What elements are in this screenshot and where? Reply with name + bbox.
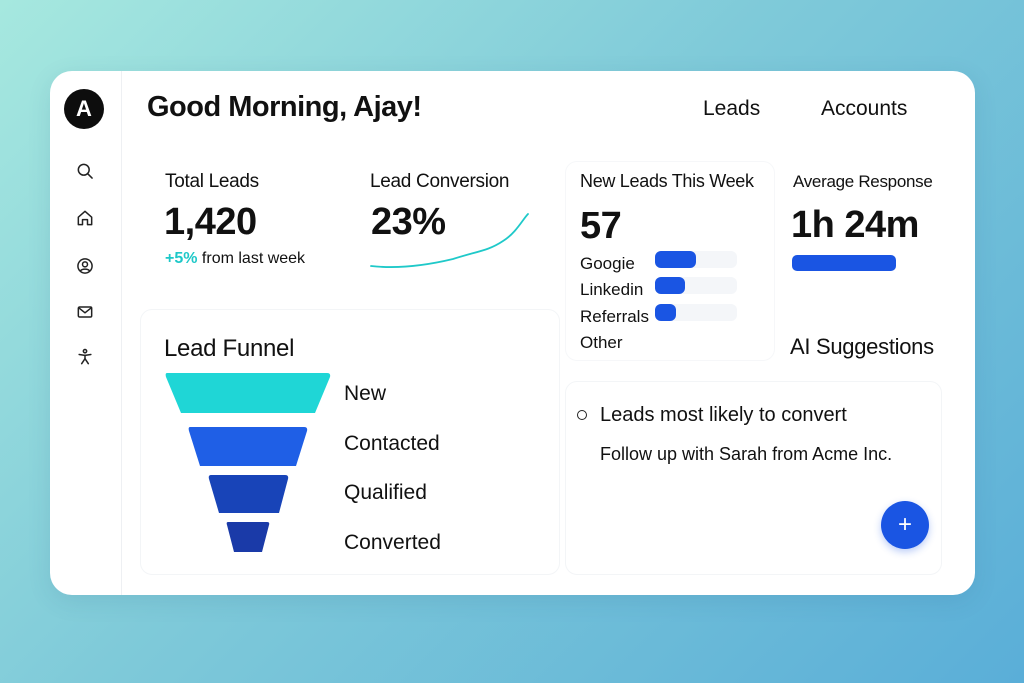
- lead-funnel-title: Lead Funnel: [164, 335, 295, 362]
- ai-suggestions-title: AI Suggestions: [790, 334, 934, 359]
- funnel-label-new: New: [344, 382, 387, 405]
- funnel-label-qualified: Qualified: [344, 481, 427, 504]
- avatar[interactable]: A: [64, 89, 104, 129]
- lead-conversion-label: Lead Conversion: [370, 171, 510, 192]
- sidebar: A: [50, 71, 122, 595]
- source-label-other: Other: [580, 333, 623, 352]
- search-icon[interactable]: [74, 160, 96, 182]
- lead-conversion-value: 23%: [371, 201, 446, 243]
- total-leads-delta-suffix: from last week: [197, 250, 306, 267]
- average-response-bar: [792, 255, 896, 271]
- source-bar-fill-googie: [655, 251, 696, 268]
- average-response-value: 1h 24m: [791, 204, 919, 246]
- funnel-label-converted: Converted: [344, 531, 441, 554]
- add-button[interactable]: +: [881, 501, 929, 549]
- total-leads-trend: +5% from last week: [165, 250, 305, 268]
- funnel-stage-qualified: [208, 475, 289, 513]
- new-leads-value: 57: [580, 205, 622, 247]
- source-bar-linkedin: [655, 277, 737, 294]
- funnel-stage-converted: [226, 522, 270, 552]
- funnel-graphic: [165, 373, 331, 552]
- total-leads-label: Total Leads: [165, 171, 259, 192]
- source-label-googie: Googie: [580, 254, 635, 273]
- source-bar-googie: [655, 251, 737, 268]
- total-leads-delta: +5%: [165, 250, 198, 267]
- page-title: Good Morning, Ajay!: [147, 91, 422, 123]
- suggestion-bullet: [577, 410, 587, 420]
- new-leads-label: New Leads This Week: [580, 171, 754, 191]
- average-response-label: Average Response: [793, 172, 933, 191]
- suggestion-item-1[interactable]: Leads most likely to convert: [600, 404, 847, 426]
- funnel-stage-contacted: [188, 427, 308, 466]
- source-label-linkedin: Linkedin: [580, 280, 644, 299]
- funnel-stage-new: [165, 373, 331, 413]
- lead-conversion-sparkline: [370, 213, 529, 268]
- source-bar-referrals: [655, 304, 737, 321]
- total-leads-value: 1,420: [164, 201, 257, 243]
- funnel-label-contacted: Contacted: [344, 432, 440, 455]
- nav-link-leads[interactable]: Leads: [703, 97, 761, 120]
- ai-suggestions-card: [565, 381, 942, 575]
- user-circle-icon[interactable]: [74, 255, 96, 277]
- home-icon[interactable]: [74, 207, 96, 229]
- dashboard-window: A Good Morning, Ajay! Leads Accounts Tot…: [50, 71, 975, 595]
- source-label-referrals: Referrals: [580, 307, 649, 326]
- source-bar-fill-linkedin: [655, 277, 685, 294]
- person-activity-icon[interactable]: [74, 346, 96, 368]
- mail-icon[interactable]: [74, 301, 96, 323]
- nav-link-accounts[interactable]: Accounts: [821, 97, 908, 120]
- source-bar-fill-referrals: [655, 304, 676, 321]
- suggestion-item-2[interactable]: Follow up with Sarah from Acme Inc.: [600, 444, 893, 464]
